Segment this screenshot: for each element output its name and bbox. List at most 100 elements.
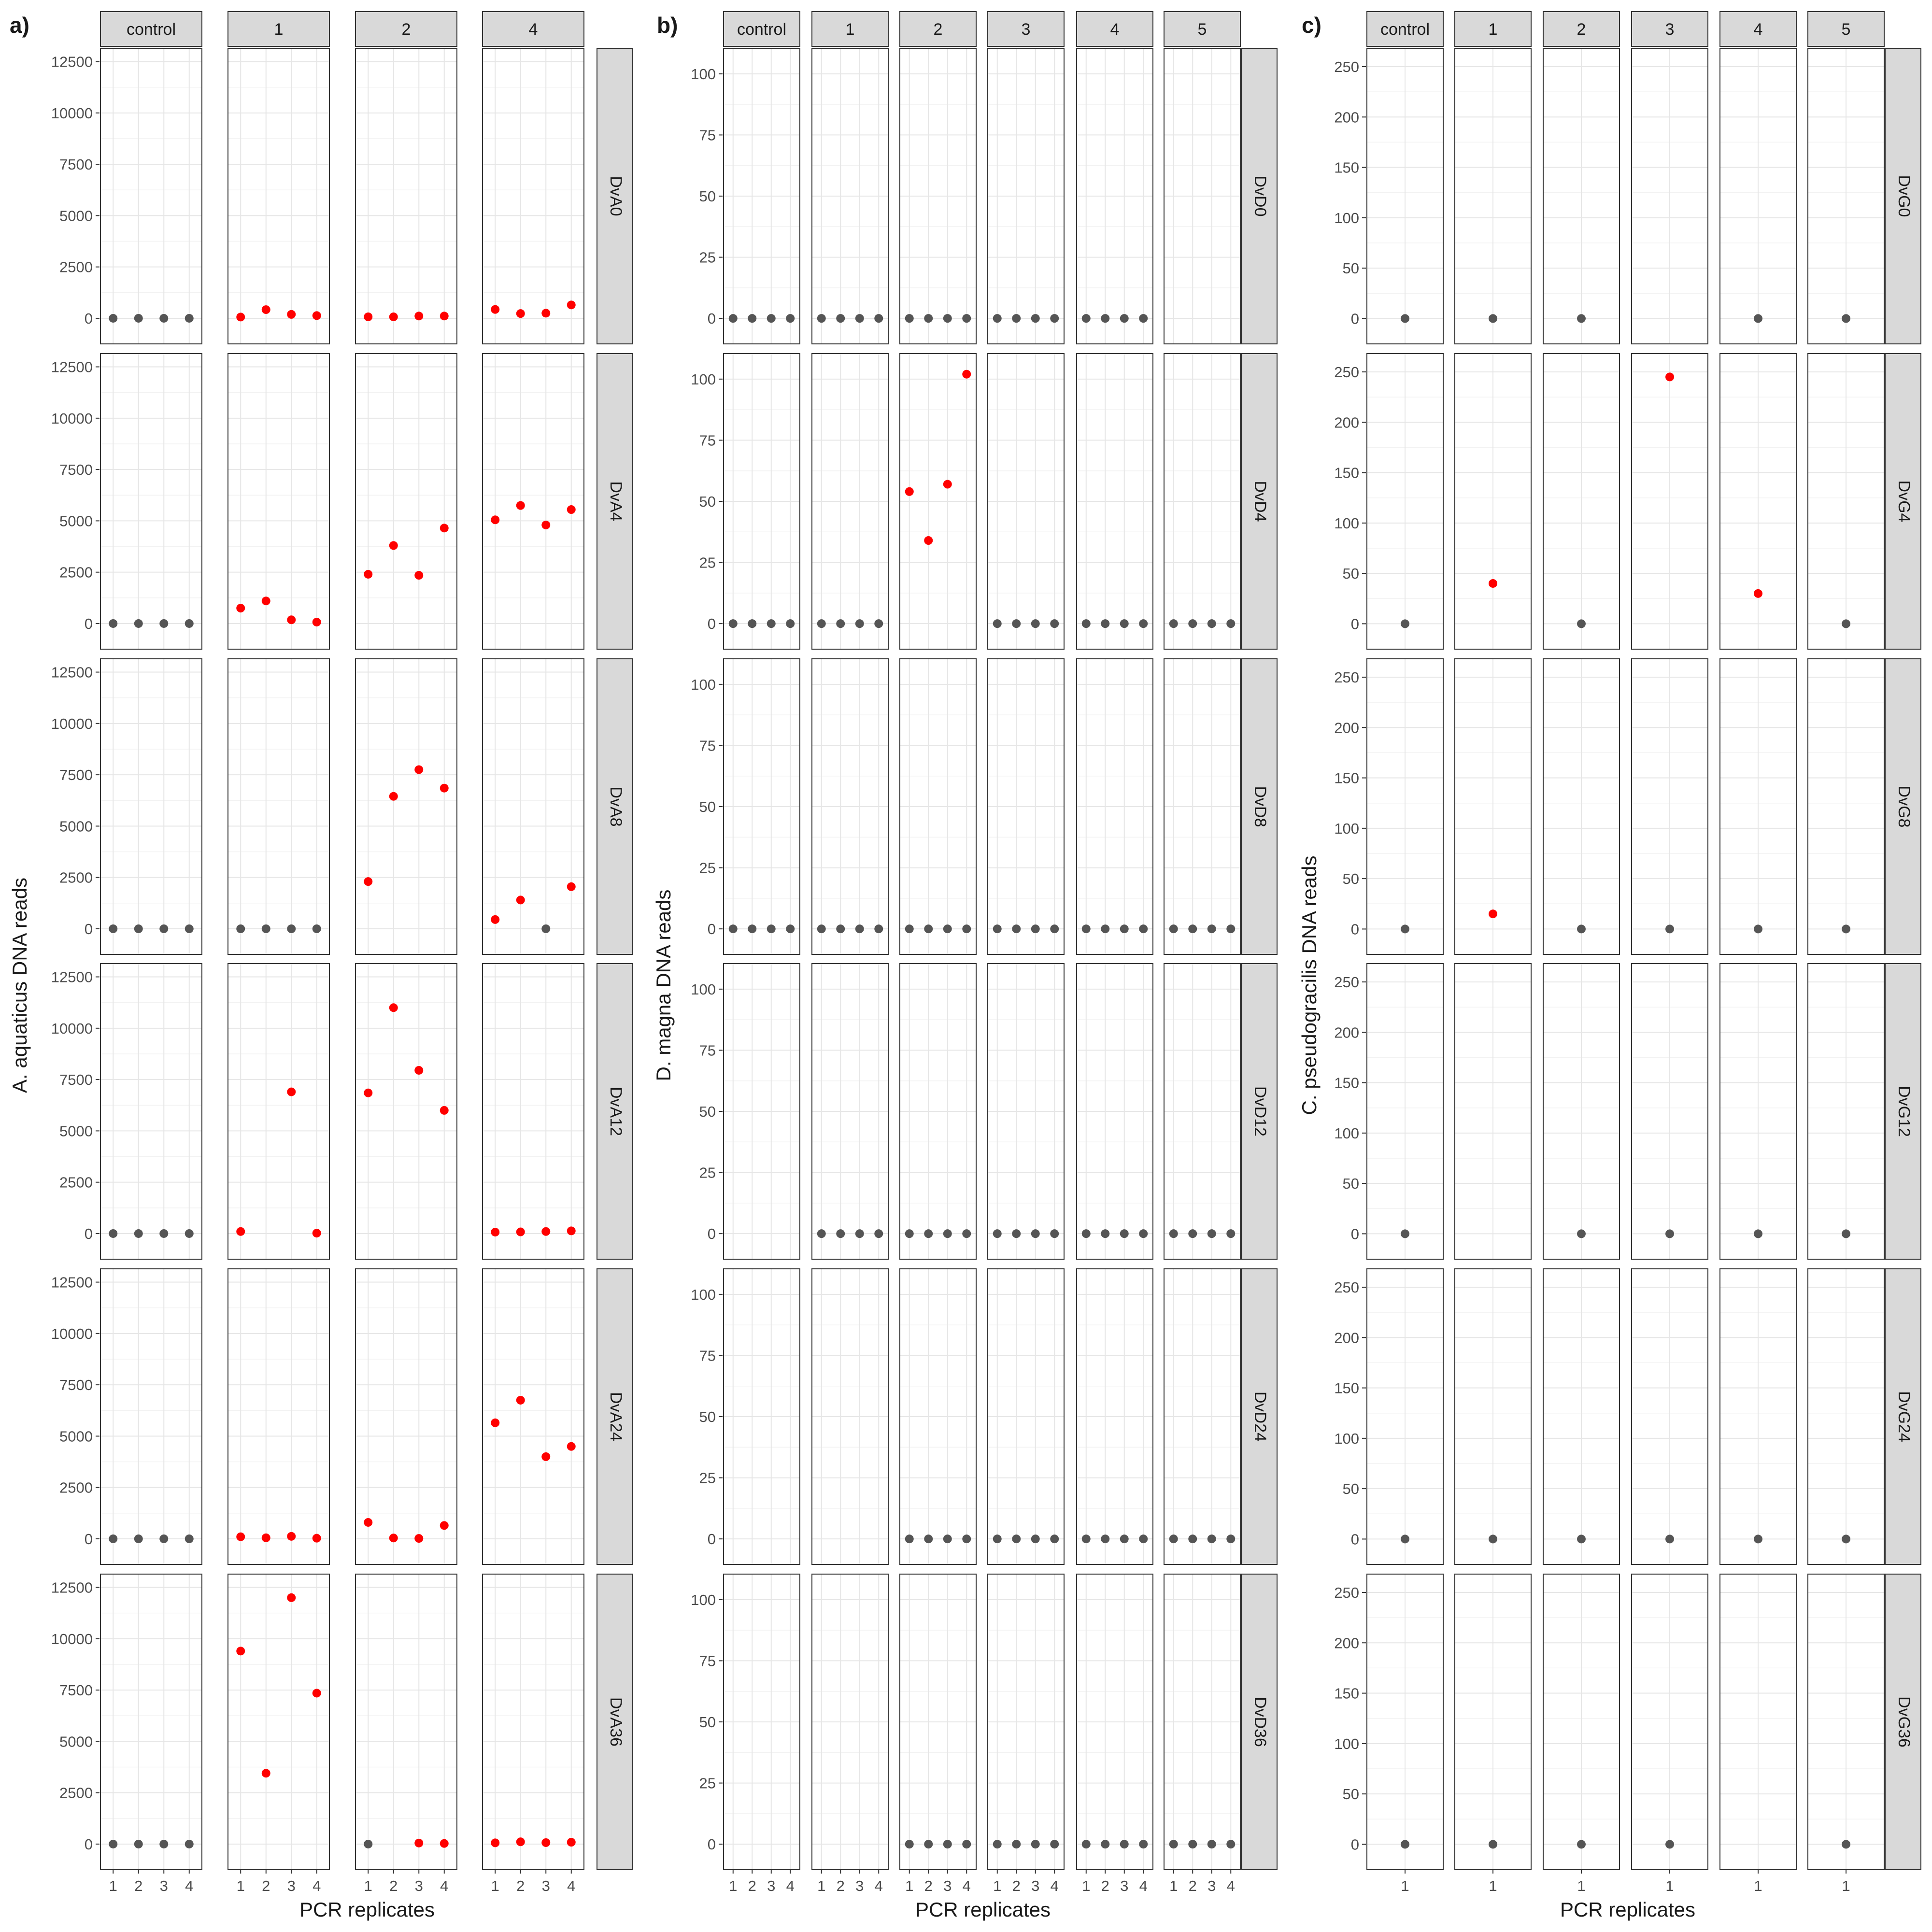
data-point — [962, 1534, 971, 1544]
row-strip — [1885, 1574, 1921, 1870]
data-point — [287, 1087, 296, 1096]
column-strip-label: 4 — [529, 20, 538, 39]
data-point — [1139, 1840, 1148, 1849]
data-point — [1754, 589, 1762, 598]
facet — [1454, 353, 1532, 650]
facet — [100, 658, 202, 955]
facet — [723, 658, 800, 955]
column-strip — [1719, 11, 1797, 47]
row-strip-label: DvG4 — [1895, 481, 1913, 523]
x-tick-label: 3 — [415, 1877, 423, 1894]
facet — [987, 353, 1065, 650]
data-point — [236, 604, 245, 613]
facet — [1454, 1268, 1532, 1565]
data-point — [261, 597, 270, 606]
y-tick-label: 12500 — [51, 54, 93, 71]
data-point — [1169, 619, 1178, 628]
y-tick-label: 50 — [1343, 260, 1359, 277]
data-point — [1577, 1534, 1586, 1544]
facet-background — [483, 1269, 584, 1564]
y-tick-label: 200 — [1334, 1329, 1359, 1346]
data-point — [185, 924, 194, 933]
data-point — [836, 1229, 845, 1238]
y-tick-label: 50 — [699, 1408, 716, 1425]
x-tick-label: 3 — [855, 1877, 864, 1894]
data-point — [924, 536, 933, 545]
facet-border — [811, 658, 889, 955]
facet — [1631, 48, 1708, 344]
data-point — [1226, 1534, 1236, 1544]
y-tick-label: 25 — [699, 249, 716, 266]
row-strip — [597, 658, 633, 955]
y-tick-label: 75 — [699, 1652, 716, 1669]
data-point — [1754, 1229, 1762, 1238]
column-strip-label: 1 — [846, 20, 855, 39]
data-point — [312, 311, 321, 320]
column-strip-label: 3 — [1665, 20, 1675, 39]
facet-border — [1076, 963, 1153, 1260]
y-tick-label: 200 — [1334, 1024, 1359, 1041]
facet-background — [228, 354, 329, 649]
facet — [723, 1268, 800, 1565]
facet-border — [1454, 48, 1532, 344]
facet-border — [723, 48, 800, 344]
y-tick-label: 75 — [699, 432, 716, 449]
facet — [1454, 658, 1532, 955]
data-point — [1754, 1534, 1762, 1544]
x-tick-label: 1 — [1842, 1877, 1850, 1894]
data-point — [1081, 619, 1091, 628]
data-point — [1207, 619, 1216, 628]
facet: 1 — [1807, 1574, 1885, 1894]
facet-border — [1719, 658, 1797, 955]
facet — [1807, 658, 1885, 955]
facet — [1543, 48, 1620, 344]
y-tick-label: 2500 — [59, 1479, 93, 1496]
row-strip — [1885, 1268, 1921, 1565]
data-point — [1489, 1840, 1497, 1849]
data-point — [1207, 1840, 1216, 1849]
data-point — [312, 1229, 321, 1238]
x-tick-label: 4 — [1139, 1877, 1148, 1894]
data-point — [491, 305, 500, 314]
data-point — [134, 1534, 143, 1543]
y-tick-label: 2500 — [59, 259, 93, 276]
row-strip — [1241, 658, 1278, 955]
y-tick-label: 200 — [1334, 414, 1359, 431]
row-strip-label: DvD0 — [1251, 175, 1269, 216]
data-point — [541, 1838, 551, 1847]
column-strip — [482, 11, 584, 47]
y-tick-label: 0 — [85, 1836, 93, 1853]
x-tick-label: 2 — [516, 1877, 525, 1894]
facet-background — [355, 1269, 457, 1564]
x-tick-label: 2 — [134, 1877, 142, 1894]
facet-border — [100, 1268, 202, 1565]
data-point — [1081, 1534, 1091, 1544]
data-point — [389, 792, 398, 801]
x-tick-label: 4 — [786, 1877, 795, 1894]
data-point — [748, 314, 757, 323]
row-strip — [1885, 658, 1921, 955]
facet — [355, 48, 457, 344]
data-point — [874, 1229, 883, 1238]
x-tick-label: 2 — [924, 1877, 933, 1894]
y-tick-label: 150 — [1334, 159, 1359, 176]
data-point — [1050, 924, 1059, 934]
facet — [987, 963, 1065, 1260]
data-point — [1031, 314, 1040, 323]
facet-background — [228, 48, 329, 344]
facet-background — [228, 659, 329, 954]
facet — [355, 963, 457, 1260]
y-tick-label: 200 — [1334, 719, 1359, 736]
data-point — [541, 1452, 551, 1461]
y-tick-label: 0 — [708, 310, 716, 327]
panel-label: c) — [1302, 13, 1321, 38]
data-point — [924, 924, 933, 934]
y-tick-label: 50 — [1343, 565, 1359, 582]
row-strip — [1885, 963, 1921, 1260]
data-point — [943, 1840, 952, 1849]
data-point — [261, 1769, 270, 1778]
column-strip — [100, 11, 202, 47]
data-point — [491, 915, 500, 924]
